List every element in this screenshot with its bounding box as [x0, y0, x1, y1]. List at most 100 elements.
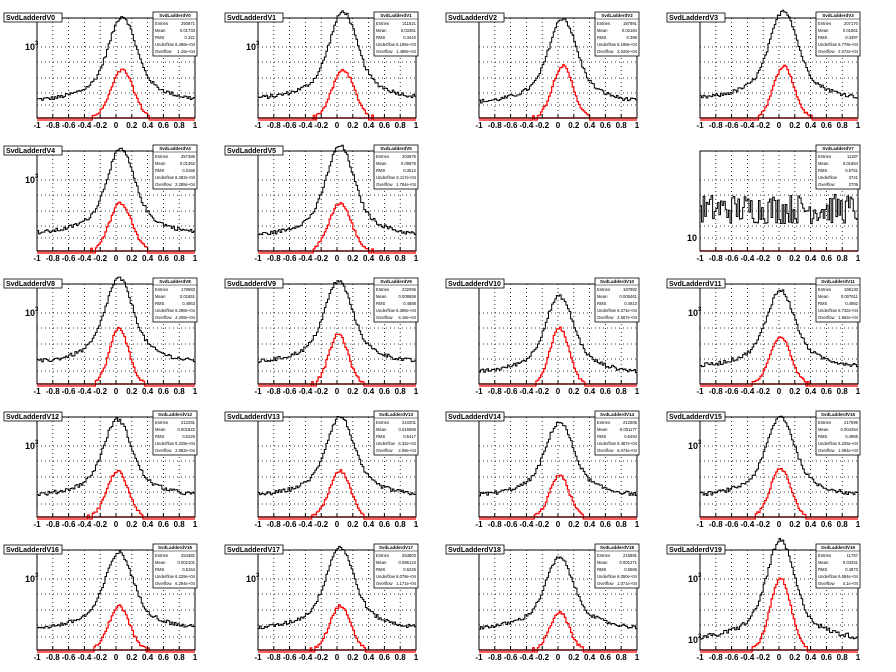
stats-title: SvdLadderdV19	[821, 545, 856, 550]
stats-value: 6.117e+04	[396, 175, 416, 180]
y-tick-exponent: 3	[256, 41, 260, 47]
x-tick-label: 0.8	[174, 254, 186, 263]
stats-box	[373, 11, 419, 57]
panel-title: SvdLadderdV17	[227, 547, 280, 554]
stats-key: Entries	[818, 21, 831, 26]
x-tick-label: -0.2	[535, 121, 549, 130]
stats-key: Entries	[376, 154, 389, 159]
x-tick-label: -1	[696, 520, 704, 529]
stats-key: RMS	[597, 434, 607, 439]
x-tick-label: 1	[414, 121, 419, 130]
x-tick-label: -1	[696, 121, 704, 130]
histogram-panel: -1 -0.8 -0.6 -0.4 -0.2 0 0.2 0.4 0.6 0.8 1 10 3 SvdLa…	[3, 11, 198, 130]
x-tick-label: -0.4	[520, 520, 534, 529]
stats-value: 2.08e+04	[398, 448, 416, 453]
x-tick-label: 0.6	[379, 254, 391, 263]
x-tick-label: -1	[254, 121, 262, 130]
histogram-outer	[37, 550, 195, 629]
panel-title: SvdLadderdV8	[6, 281, 55, 288]
x-tick-label: -1	[475, 387, 483, 396]
stats-value: 0.01861	[843, 28, 859, 33]
x-tick-label: 0	[114, 653, 119, 662]
x-tick-label: 0.6	[600, 121, 612, 130]
histogram-inner	[37, 68, 195, 121]
histogram-panel: -1 -0.8 -0.6 -0.4 -0.2 0 0.2 0.4 0.6 0.8 1 SvdLadde…	[445, 543, 640, 662]
x-tick-label: 0	[335, 387, 340, 396]
stats-key: Entries	[155, 420, 168, 425]
panel-title-box	[666, 544, 726, 555]
x-tick-label: 0.2	[568, 653, 580, 662]
stats-value: 187982	[623, 287, 638, 292]
x-tick-label: 1	[414, 520, 419, 529]
x-tick-label: -0.6	[62, 121, 76, 130]
histogram-panel: -1 -0.8 -0.6 -0.4 -0.2 0 0.2 0.4 0.6 0.8 1 10 3 SvdLa…	[224, 543, 419, 662]
x-tick-label: 0	[335, 254, 340, 263]
x-tick-label: 0.8	[616, 653, 628, 662]
stats-title: SvdLadderdV15	[821, 412, 856, 417]
stats-box	[152, 410, 198, 456]
stats-key: RMS	[376, 434, 386, 439]
x-tick-label: -0.4	[78, 121, 92, 130]
stats-key: RMS	[155, 567, 165, 572]
y-tick-label: 10	[25, 574, 35, 584]
stats-key: Mean	[597, 427, 608, 432]
stats-box	[594, 543, 640, 589]
histogram-inner	[479, 64, 637, 121]
y-tick-label: 10	[25, 441, 35, 451]
histogram-panel: -1 -0.8 -0.6 -0.4 -0.2 0 0.2 0.4 0.6 0.8 1 10 3 SvdLa…	[224, 10, 419, 130]
y-tick-label: 10	[25, 308, 35, 318]
x-tick-label: 0.6	[158, 520, 170, 529]
x-tick-label: -0.4	[741, 254, 755, 263]
stats-value: 253803	[402, 553, 417, 558]
stats-value: 2.072e+04	[838, 49, 859, 54]
x-tick-label: -0.2	[756, 121, 770, 130]
stats-value: 0.5494	[624, 434, 637, 439]
panel-title-box	[666, 411, 726, 422]
x-tick-label: 0.8	[837, 387, 849, 396]
x-tick-label: 0	[335, 520, 340, 529]
x-tick-label: -1	[696, 653, 704, 662]
stats-value: 3709	[849, 182, 859, 187]
histogram-inner	[700, 336, 858, 387]
x-tick-label: -0.4	[299, 387, 313, 396]
x-tick-label: -0.2	[535, 653, 549, 662]
stats-key: Mean	[376, 560, 387, 565]
x-tick-label: 1	[414, 387, 419, 396]
stats-value: 2.020e+04	[617, 49, 638, 54]
stats-value: 0.4863	[182, 301, 195, 306]
stats-value: 6.594e+04	[838, 574, 859, 579]
stats-value: 0.016965	[399, 427, 417, 432]
stats-value: 6.732e+04	[838, 308, 859, 313]
stats-value: 0.4965	[845, 434, 858, 439]
stats-key: RMS	[818, 434, 828, 439]
stats-value: 6.229e+04	[175, 441, 196, 446]
x-tick-label: 0.6	[379, 653, 391, 662]
x-tick-label: 0.8	[395, 121, 407, 130]
stats-key: Mean	[155, 560, 166, 565]
stats-value: 6.286e+04	[175, 42, 196, 47]
x-tick-label: 0.8	[837, 653, 849, 662]
histogram-outer	[700, 194, 858, 225]
histogram-panel: -1 -0.8 -0.6 -0.4 -0.2 0 0.2 0.4 0.6 0.8 1 10 SvdLad…	[687, 144, 861, 263]
histogram-inner	[37, 326, 195, 387]
stats-value: 203876	[402, 154, 417, 159]
stats-key: Underflow	[818, 42, 838, 47]
histogram-panel: -1 -0.8 -0.6 -0.4 -0.2 0 0.2 0.4 0.6 0.8 1 10 3 SvdLa…	[666, 277, 861, 396]
histogram-outer	[479, 556, 637, 630]
x-tick-label: -0.8	[488, 653, 502, 662]
stats-value: 0.01651	[180, 294, 196, 299]
stats-key: Overflow	[818, 448, 835, 453]
stats-key: Entries	[376, 21, 389, 26]
panel-title-box	[224, 544, 284, 555]
stats-key: RMS	[376, 301, 386, 306]
stats-key: Mean	[597, 28, 608, 33]
panel-title: SvdLadderdV2	[448, 15, 497, 22]
x-tick-label: -0.8	[267, 387, 281, 396]
x-tick-label: -0.2	[535, 520, 549, 529]
stats-value: 0.008659	[399, 294, 417, 299]
stats-key: Overflow	[155, 581, 172, 586]
y-tick-exponent: 3	[35, 440, 39, 446]
x-tick-label: 0.4	[142, 254, 154, 263]
stats-box	[152, 11, 198, 57]
x-tick-label: 0	[114, 121, 119, 130]
